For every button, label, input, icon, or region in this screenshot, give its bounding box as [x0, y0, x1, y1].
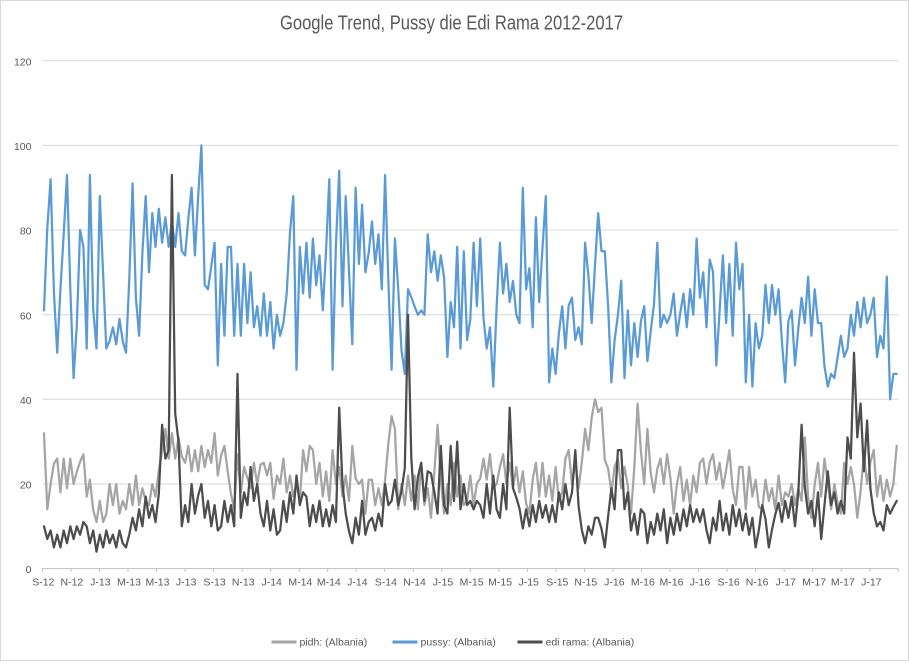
svg-text:M-17: M-17: [802, 577, 826, 589]
svg-text:M-13: M-13: [117, 577, 141, 589]
svg-text:pidh: (Albania): pidh: (Albania): [300, 637, 368, 649]
svg-text:J-13: J-13: [90, 577, 111, 589]
svg-text:S-15: S-15: [546, 577, 568, 589]
svg-text:J-16: J-16: [604, 577, 625, 589]
svg-text:S-13: S-13: [204, 577, 226, 589]
svg-text:N-12: N-12: [61, 577, 84, 589]
svg-text:N-14: N-14: [403, 577, 426, 589]
svg-text:J-15: J-15: [433, 577, 454, 589]
svg-text:M-14: M-14: [288, 577, 312, 589]
svg-text:J-13: J-13: [176, 577, 197, 589]
svg-text:edi rama: (Albania): edi rama: (Albania): [546, 637, 635, 649]
svg-text:120: 120: [14, 56, 32, 68]
svg-text:M-15: M-15: [460, 577, 484, 589]
svg-text:N-13: N-13: [232, 577, 255, 589]
svg-text:M-17: M-17: [831, 577, 855, 589]
svg-text:M-16: M-16: [631, 577, 655, 589]
svg-text:S-12: S-12: [32, 577, 54, 589]
svg-text:J-14: J-14: [347, 577, 368, 589]
svg-text:Google Trend, Pussy die Edi Ra: Google Trend, Pussy die Edi Rama 2012-20…: [280, 11, 623, 34]
svg-text:100: 100: [14, 141, 32, 153]
svg-text:0: 0: [26, 564, 32, 576]
svg-text:J-14: J-14: [261, 577, 282, 589]
svg-text:N-16: N-16: [746, 577, 769, 589]
svg-text:N-15: N-15: [574, 577, 597, 589]
svg-text:M-13: M-13: [146, 577, 170, 589]
svg-text:S-16: S-16: [718, 577, 740, 589]
svg-text:M-16: M-16: [660, 577, 684, 589]
svg-text:M-15: M-15: [488, 577, 512, 589]
svg-text:pussy: (Albania): pussy: (Albania): [421, 637, 496, 649]
svg-text:J-15: J-15: [518, 577, 539, 589]
svg-text:20: 20: [20, 480, 32, 492]
svg-text:M-14: M-14: [317, 577, 341, 589]
svg-text:80: 80: [20, 226, 32, 238]
svg-text:40: 40: [20, 395, 32, 407]
svg-text:J-17: J-17: [861, 577, 882, 589]
svg-text:S-14: S-14: [375, 577, 397, 589]
svg-text:J-17: J-17: [775, 577, 796, 589]
svg-text:60: 60: [20, 310, 32, 322]
svg-text:J-16: J-16: [690, 577, 711, 589]
